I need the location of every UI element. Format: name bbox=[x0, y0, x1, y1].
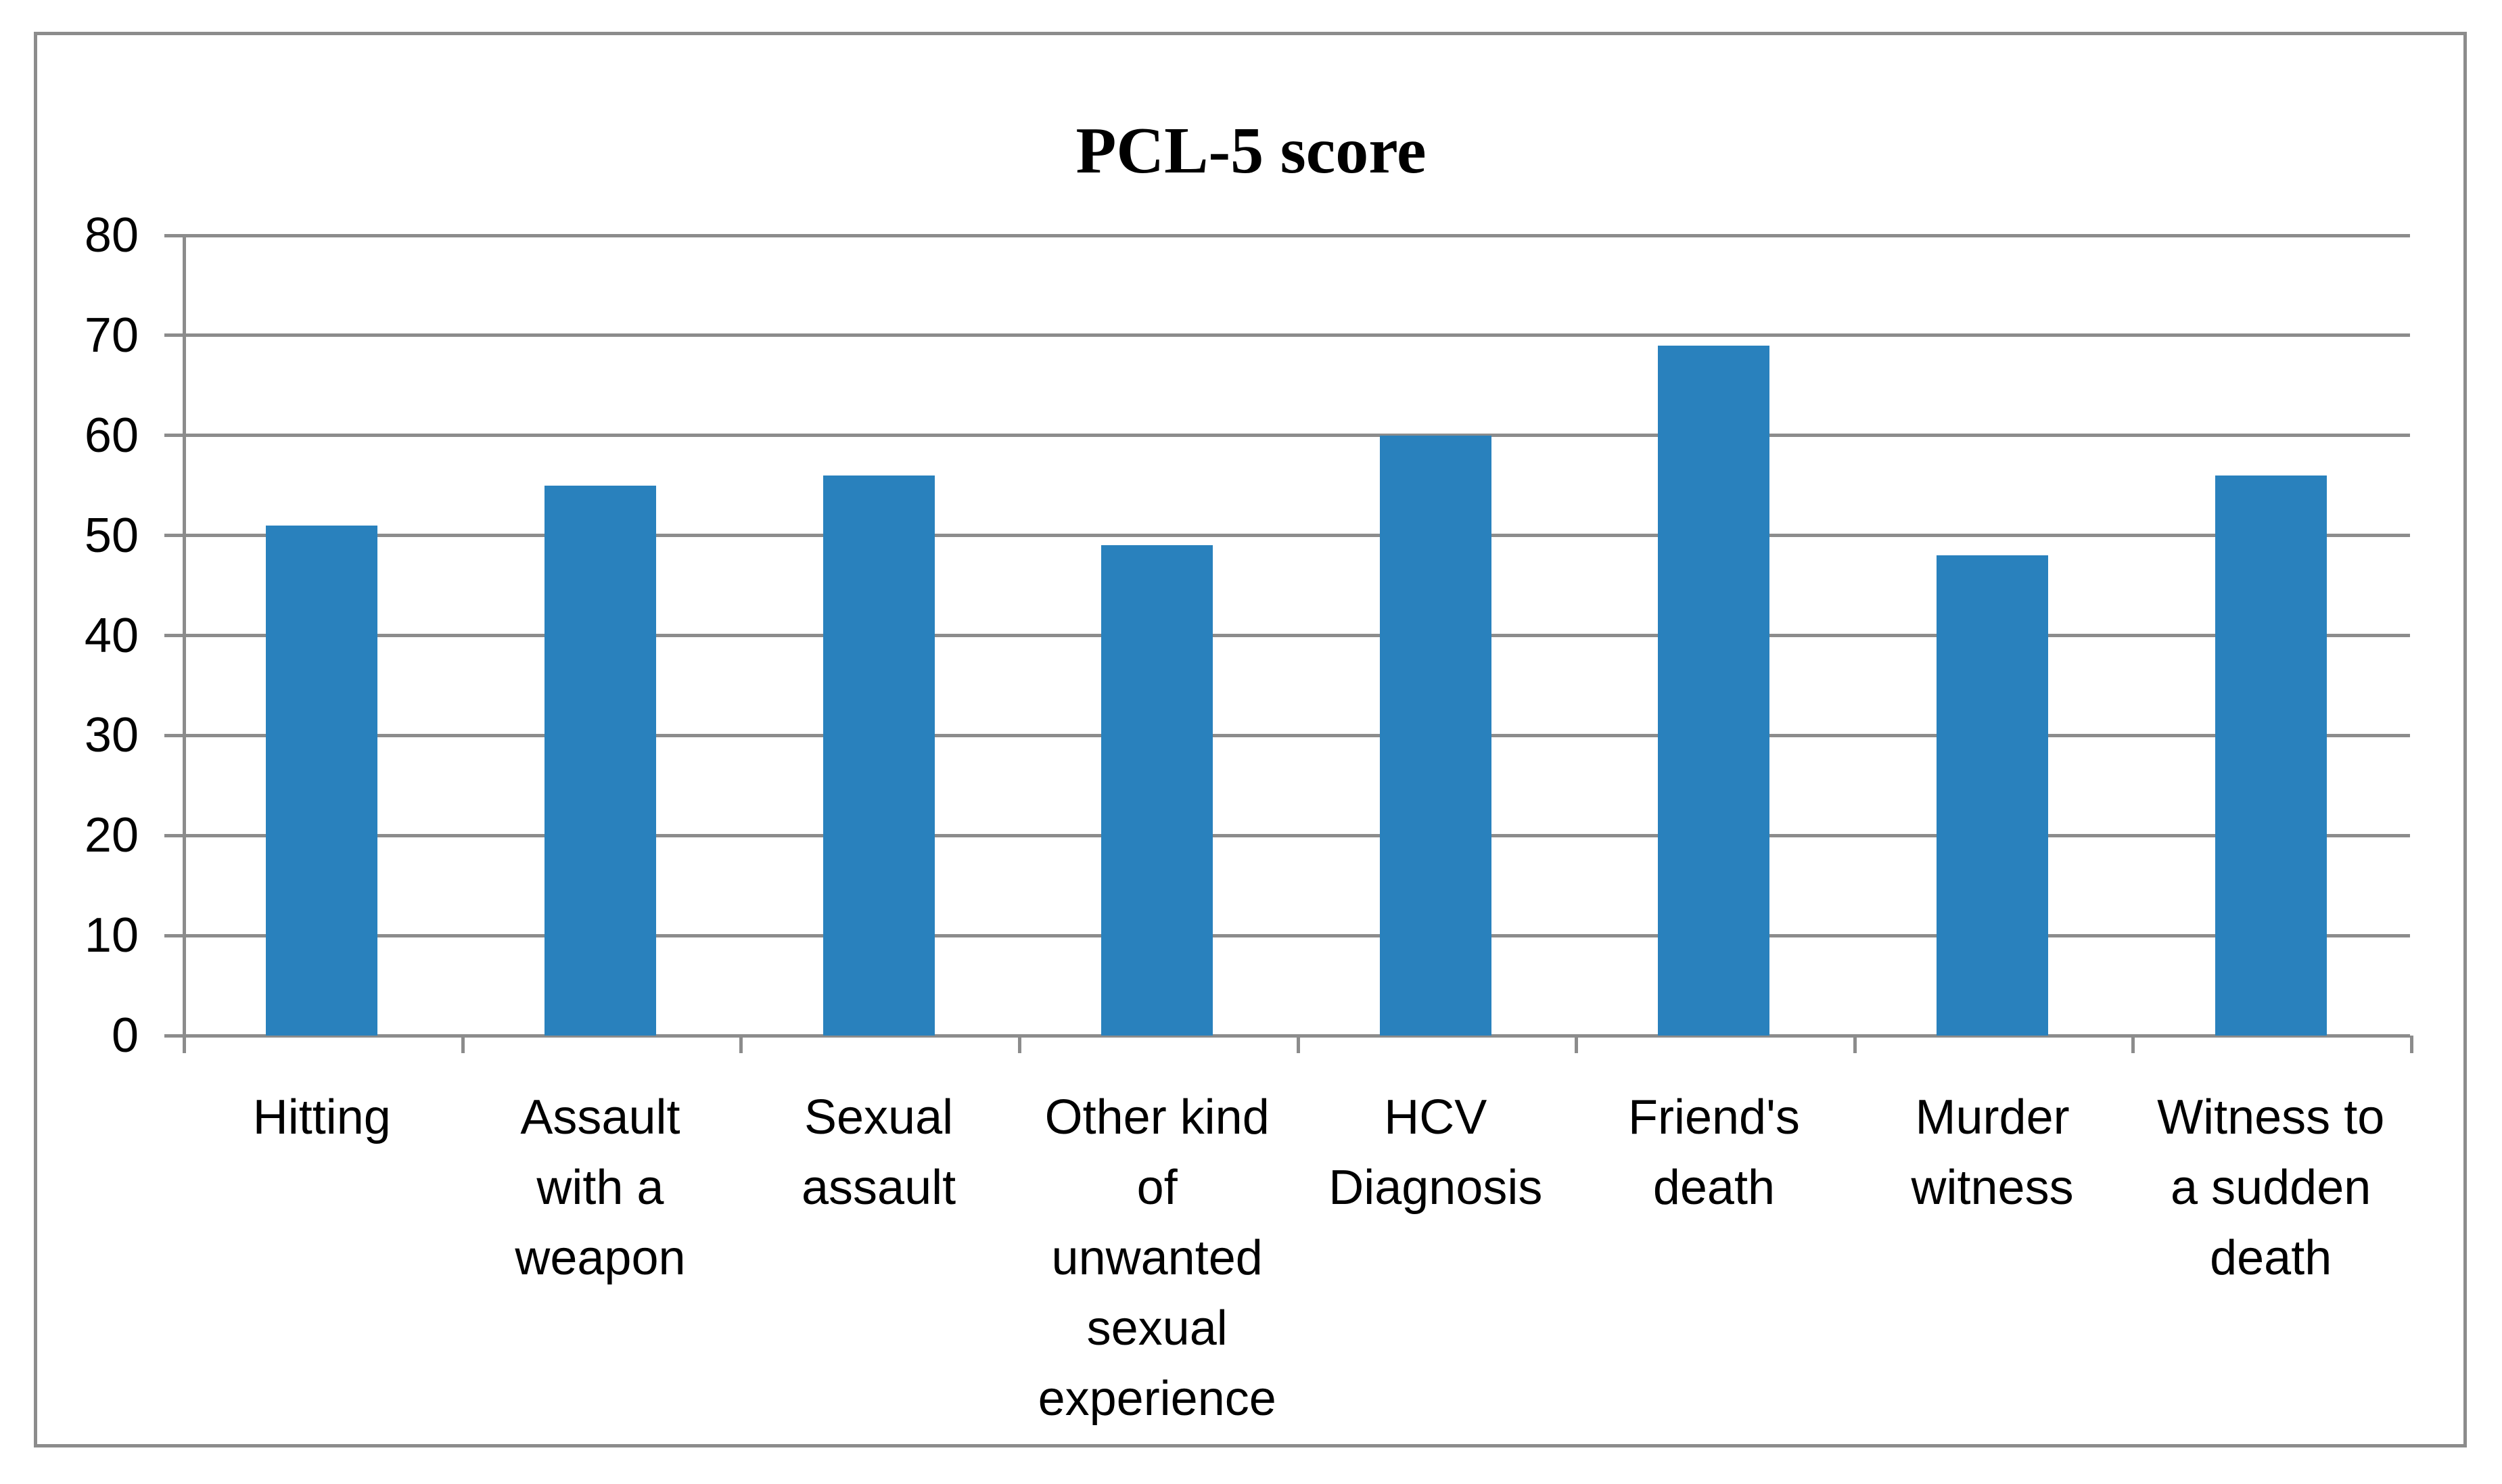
y-tick bbox=[164, 534, 183, 538]
x-axis-label: Murder witness bbox=[1911, 1090, 2074, 1215]
y-tick bbox=[164, 733, 183, 737]
x-axis-label: HCV Diagnosis bbox=[1328, 1090, 1543, 1215]
gridline bbox=[183, 534, 2410, 538]
gridline bbox=[183, 634, 2410, 637]
gridline bbox=[183, 233, 2410, 237]
y-tick bbox=[164, 333, 183, 338]
y-tick-label: 50 bbox=[84, 508, 139, 563]
x-tick bbox=[183, 1036, 186, 1053]
gridline bbox=[183, 333, 2410, 338]
x-tick bbox=[461, 1036, 465, 1053]
y-axis-line bbox=[183, 233, 186, 1053]
y-tick-label: 60 bbox=[84, 408, 139, 463]
gridline bbox=[183, 833, 2410, 837]
x-axis-line bbox=[164, 1034, 2410, 1038]
y-tick-label: 10 bbox=[84, 908, 139, 963]
x-tick bbox=[1296, 1036, 1300, 1053]
y-tick-label: 0 bbox=[111, 1008, 139, 1063]
y-tick bbox=[164, 833, 183, 837]
x-axis-label: Witness to a sudden death bbox=[2157, 1090, 2385, 1285]
x-tick bbox=[1853, 1036, 1857, 1053]
bar bbox=[1658, 345, 1770, 1036]
y-tick-label: 40 bbox=[84, 608, 139, 663]
bar bbox=[1379, 435, 1491, 1036]
bar bbox=[1937, 555, 2049, 1036]
x-axis-label: Friend's death bbox=[1628, 1090, 1800, 1215]
x-axis-label: Sexual assault bbox=[801, 1090, 956, 1215]
y-tick bbox=[164, 434, 183, 438]
x-axis-label: Assault with a weapon bbox=[515, 1090, 686, 1285]
bar bbox=[1101, 545, 1213, 1036]
figure-border bbox=[34, 32, 2467, 1447]
y-tick bbox=[164, 933, 183, 937]
y-tick-label: 80 bbox=[84, 208, 139, 262]
x-axis-label: Hitting bbox=[252, 1090, 391, 1144]
x-axis-label: Other kind of unwanted sexual experience bbox=[1038, 1090, 1276, 1426]
gridline bbox=[183, 733, 2410, 737]
gridline bbox=[183, 933, 2410, 937]
chart-title: PCL-5 score bbox=[1075, 114, 1427, 187]
bar bbox=[544, 485, 656, 1036]
x-tick bbox=[1017, 1036, 1021, 1053]
x-tick bbox=[1575, 1036, 1579, 1053]
y-tick bbox=[164, 233, 183, 237]
y-tick-label: 20 bbox=[84, 808, 139, 863]
bar bbox=[2215, 475, 2327, 1036]
x-tick bbox=[2131, 1036, 2135, 1053]
y-tick bbox=[164, 634, 183, 637]
y-tick-label: 30 bbox=[84, 708, 139, 763]
y-tick-label: 70 bbox=[84, 308, 139, 363]
bar bbox=[823, 475, 935, 1036]
x-tick bbox=[739, 1036, 743, 1053]
x-tick bbox=[2410, 1036, 2413, 1053]
bar bbox=[266, 525, 378, 1036]
gridline bbox=[183, 434, 2410, 438]
